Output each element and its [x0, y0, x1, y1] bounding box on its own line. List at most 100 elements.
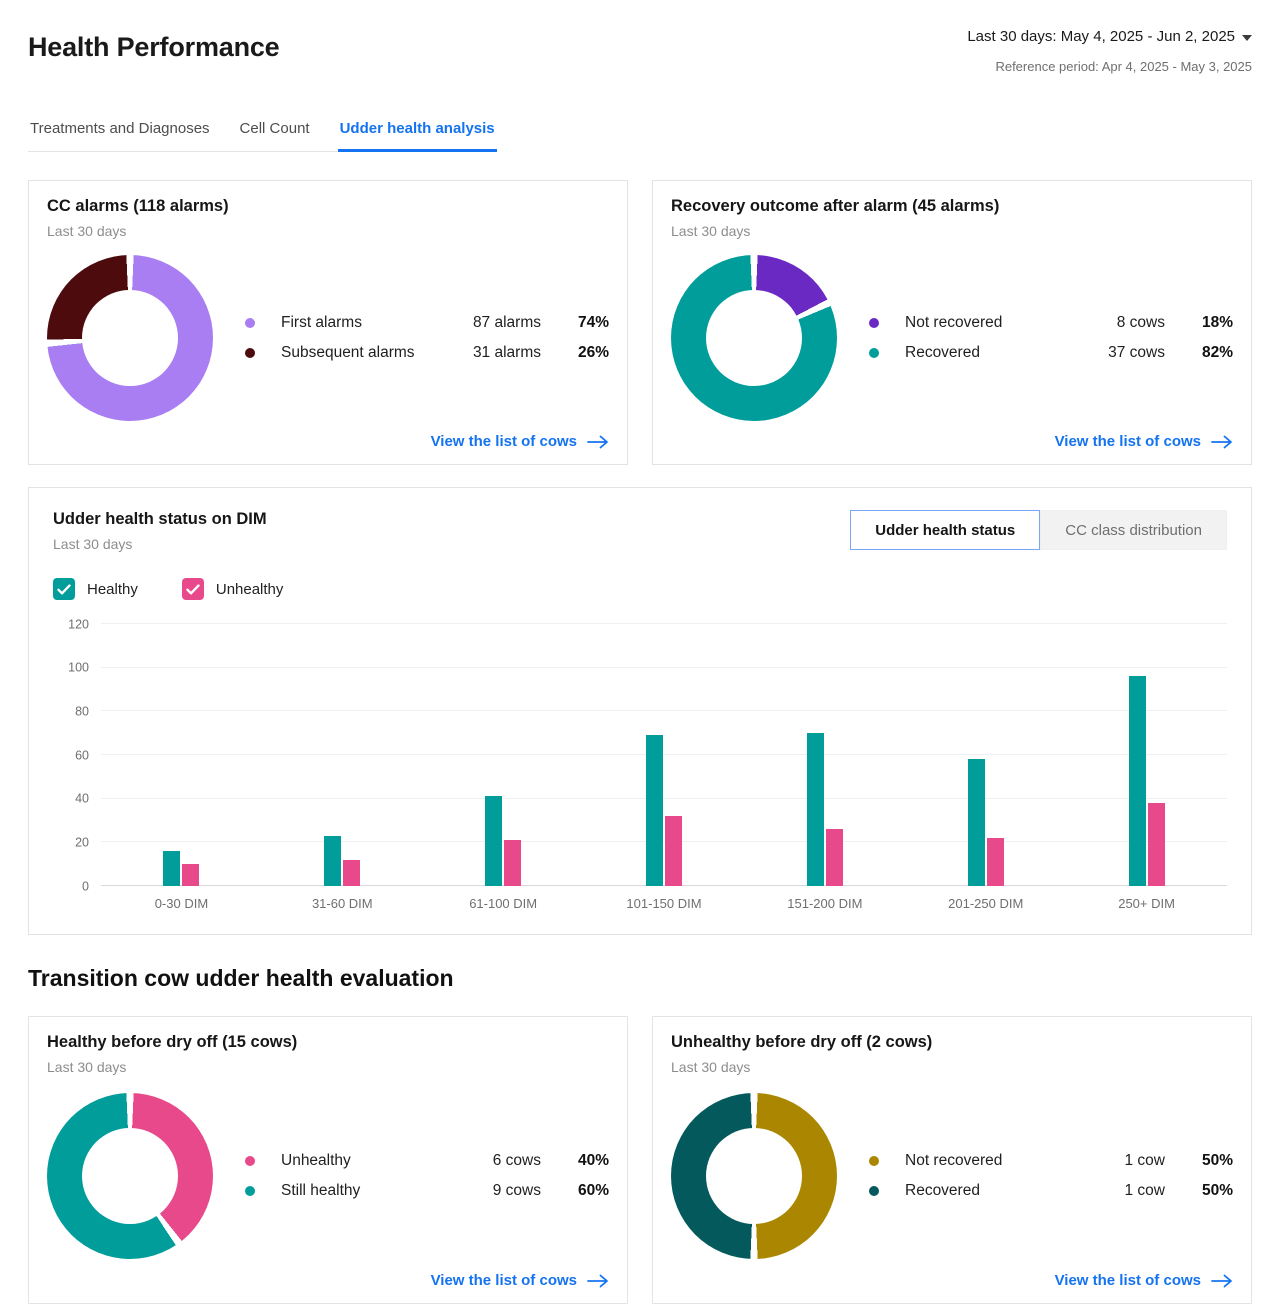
x-tick-label: 151-200 DIM [787, 896, 863, 911]
gridline [101, 666, 1227, 668]
x-tick-label: 201-250 DIM [948, 896, 1024, 911]
donut-legend: Not recovered 1 cow 50% Recovered 1 cow … [869, 1146, 1233, 1206]
bar-chart: 0 20 40 60 80 100 120 0-30 DIM 31-60 DIM 61-100 … [53, 618, 1227, 911]
udder-health-dim-card: Udder health status on DIM Last 30 days … [28, 487, 1252, 935]
x-tick-label: 250+ DIM [1118, 896, 1175, 911]
arrow-right-icon [587, 435, 608, 448]
card-subtitle: Last 30 days [671, 1059, 751, 1075]
big-card-title-block: Udder health status on DIM Last 30 days [53, 510, 267, 552]
arrow-right-icon [1211, 1274, 1232, 1287]
bar-unhealthy [182, 864, 200, 886]
view-list-of-cows-link[interactable]: View the list of cows [1055, 433, 1233, 450]
legend-row: Not recovered 1 cow 50% [869, 1146, 1233, 1176]
legend-label: Recovered [905, 1181, 980, 1199]
chart-view-toggle: Udder health status CC class distributio… [850, 510, 1227, 550]
donut-legend: First alarms 87 alarms 74% Subsequent al… [245, 308, 609, 368]
legend-value: 87 alarms [472, 314, 541, 331]
view-list-of-cows-link[interactable]: View the list of cows [431, 1272, 609, 1289]
legend-value: 1 cow [1124, 1151, 1166, 1169]
legend-dot-icon [245, 318, 255, 328]
view-list-of-cows-link[interactable]: View the list of cows [1055, 1272, 1233, 1289]
donut-hole [82, 290, 178, 386]
view-list-of-cows-link[interactable]: View the list of cows [431, 433, 609, 450]
healthy-before-dry-off-donut-chart [47, 1092, 213, 1259]
card-body: Unhealthy 6 cows 40% Still healthy 9 cow… [47, 1079, 609, 1272]
bottom-cards-row: Healthy before dry off (15 cows) Last 30… [28, 1016, 1252, 1304]
checkbox-checked-icon [181, 578, 204, 600]
toggle-cc-class-distribution[interactable]: CC class distribution [1040, 510, 1227, 550]
legend-percentage: 82% [1201, 344, 1233, 361]
toggle-udder-health-status[interactable]: Udder health status [850, 510, 1041, 550]
card-body: Not recovered 8 cows 18% Recovered 37 co… [671, 243, 1233, 433]
bar-healthy [967, 759, 985, 886]
bar-group-201-250-dim [905, 624, 1066, 886]
bar-plot-area: 0 20 40 60 80 100 120 [68, 618, 1227, 892]
legend-row: Subsequent alarms 31 alarms 26% [245, 338, 609, 368]
check-icon [186, 583, 200, 595]
legend-value: 37 cows [1108, 344, 1165, 361]
legend-dot-icon [869, 348, 879, 358]
healthy-checkbox[interactable]: Healthy [53, 578, 138, 600]
arrow-right-icon [587, 1274, 608, 1287]
period-selector[interactable]: Last 30 days: May 4, 2025 - Jun 2, 2025 [967, 28, 1252, 45]
bar-unhealthy [504, 840, 522, 886]
link-label: View the list of cows [430, 433, 577, 450]
y-tick-label: 40 [75, 791, 89, 806]
legend-label: Subsequent alarms [281, 344, 415, 361]
bar-healthy [163, 851, 181, 886]
unhealthy-checkbox[interactable]: Unhealthy [181, 578, 283, 600]
card-title: Healthy before dry off (15 cows) [47, 1033, 298, 1051]
bar-healthy [1128, 676, 1146, 886]
card-title: Udder health status on DIM [53, 510, 267, 528]
card-title: Recovery outcome after alarm (45 alarms) [671, 197, 1000, 215]
legend-row: Unhealthy 6 cows 40% [245, 1146, 609, 1176]
legend-value: 9 cows [492, 1181, 541, 1199]
tab-treatments-and-diagnoses[interactable]: Treatments and Diagnoses [30, 120, 210, 137]
tab-bar: Treatments and Diagnoses Cell Count Udde… [28, 112, 497, 152]
x-axis-labels: 0-30 DIM 31-60 DIM 61-100 DIM 101-150 DIM 15… [101, 886, 1227, 911]
legend-dot-icon [869, 1185, 879, 1196]
legend-row: Recovered 1 cow 50% [869, 1176, 1233, 1206]
donut-legend: Not recovered 8 cows 18% Recovered 37 co… [869, 308, 1233, 368]
chevron-down-icon [1242, 34, 1252, 41]
link-label: View the list of cows [430, 1272, 577, 1289]
bar-unhealthy [986, 837, 1004, 886]
y-tick-label: 0 [82, 878, 89, 893]
legend-dot-icon [245, 1185, 255, 1196]
legend-label: Not recovered [905, 314, 1003, 331]
legend-percentage: 26% [577, 344, 609, 361]
y-tick-label: 60 [75, 747, 89, 762]
x-tick-label: 0-30 DIM [154, 896, 209, 911]
reference-period-label: Reference period: Apr 4, 2025 - May 3, 2… [995, 59, 1252, 74]
page-header: Health Performance Last 30 days: May 4, … [28, 28, 1252, 74]
bar-group-0-30-dim [101, 624, 262, 886]
bar-chart-legend: Healthy Unhealthy [53, 578, 1227, 600]
tab-cell-count[interactable]: Cell Count [239, 120, 310, 137]
cc-alarms-donut-chart [47, 255, 213, 421]
legend-percentage: 74% [577, 314, 609, 331]
card-subtitle: Last 30 days [671, 223, 751, 239]
gridline [101, 710, 1227, 712]
legend-row: First alarms 87 alarms 74% [245, 308, 609, 338]
healthy-before-dry-off-card: Healthy before dry off (15 cows) Last 30… [28, 1016, 628, 1304]
check-icon [57, 583, 71, 595]
link-label: View the list of cows [1054, 433, 1201, 450]
legend-label: Healthy [87, 580, 138, 598]
legend-row: Recovered 37 cows 82% [869, 338, 1233, 368]
tab-udder-health-analysis[interactable]: Udder health analysis [337, 112, 497, 152]
legend-row: Not recovered 8 cows 18% [869, 308, 1233, 338]
y-tick-label: 80 [75, 704, 89, 719]
gridline [101, 754, 1227, 755]
legend-percentage: 50% [1201, 1151, 1233, 1169]
top-cards-row: CC alarms (118 alarms) Last 30 days Firs… [28, 180, 1252, 465]
legend-percentage: 60% [577, 1181, 609, 1199]
y-tick-label: 100 [68, 660, 89, 675]
period-label: Last 30 days: May 4, 2025 - Jun 2, 2025 [967, 28, 1235, 45]
donut-hole [82, 1127, 178, 1224]
legend-dot-icon [245, 348, 255, 358]
arrow-right-icon [1211, 435, 1232, 448]
bar-group-101-150-dim [584, 624, 745, 886]
bar-unhealthy [825, 829, 843, 886]
section-title: Transition cow udder health evaluation [28, 965, 454, 991]
legend-row: Still healthy 9 cows 60% [245, 1176, 609, 1206]
